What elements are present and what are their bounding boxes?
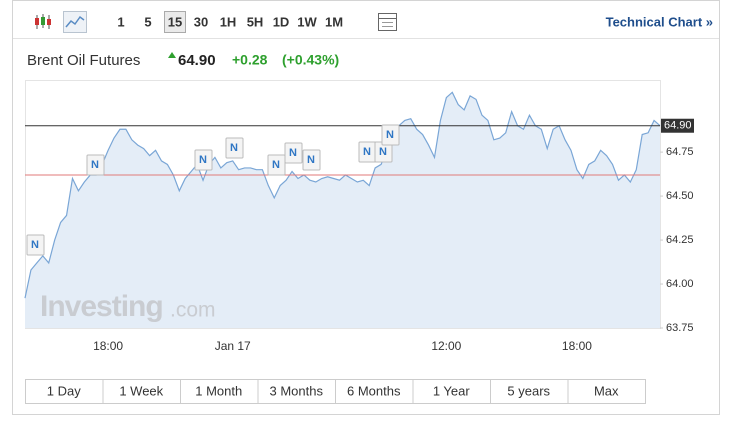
range-label[interactable]: 1 Month bbox=[195, 383, 242, 398]
watermark: Investing bbox=[40, 290, 163, 323]
news-marker[interactable] bbox=[284, 142, 303, 164]
range-button[interactable] bbox=[335, 379, 414, 404]
range-button[interactable] bbox=[257, 379, 336, 404]
last-price-tag bbox=[661, 118, 694, 133]
news-marker[interactable] bbox=[302, 149, 321, 171]
interval-button[interactable]: 1D bbox=[273, 14, 290, 29]
y-tick-label: 64.50 bbox=[666, 190, 694, 202]
range-label[interactable]: 3 Months bbox=[270, 383, 324, 398]
range-label[interactable]: 1 Day bbox=[47, 383, 81, 398]
interval-button[interactable]: 1 bbox=[117, 14, 124, 29]
news-label[interactable]: N bbox=[307, 154, 315, 166]
area-fill bbox=[25, 92, 660, 328]
watermark-suffix: .com bbox=[170, 299, 216, 322]
news-marker[interactable] bbox=[267, 154, 286, 176]
interval-button[interactable]: 1M bbox=[325, 14, 343, 29]
y-tick-label: 64.25 bbox=[666, 234, 694, 246]
interval-button[interactable]: 15 bbox=[168, 14, 182, 29]
last-price-label: 64.90 bbox=[664, 120, 692, 132]
technical-chart-link[interactable]: Technical Chart » bbox=[606, 14, 713, 29]
price-line bbox=[24, 91, 661, 299]
plot bbox=[24, 80, 663, 329]
y-tick-label: 64.75 bbox=[666, 146, 694, 158]
range-button[interactable] bbox=[180, 379, 259, 404]
candle-icon[interactable] bbox=[35, 14, 51, 29]
range-label[interactable]: 5 years bbox=[507, 383, 550, 398]
interval-button[interactable]: 5 bbox=[144, 14, 151, 29]
range-label[interactable]: 1 Week bbox=[119, 383, 163, 398]
range-button[interactable] bbox=[490, 379, 569, 404]
interval-button[interactable]: 30 bbox=[194, 14, 208, 29]
news-marker[interactable] bbox=[194, 149, 213, 171]
news-label[interactable]: N bbox=[230, 142, 238, 154]
y-tick-label: 64.00 bbox=[666, 278, 694, 290]
range-button[interactable] bbox=[102, 379, 181, 404]
x-tick-label: Jan 17 bbox=[215, 339, 251, 353]
news-label[interactable]: N bbox=[272, 159, 280, 171]
up-arrow bbox=[168, 52, 176, 58]
news-label[interactable]: N bbox=[199, 154, 207, 166]
news-marker[interactable] bbox=[86, 154, 105, 176]
selected-interval-box bbox=[164, 11, 186, 33]
y-tick-label: 63.75 bbox=[666, 322, 694, 334]
interval-button[interactable]: 5H bbox=[247, 14, 264, 29]
area-icon[interactable] bbox=[63, 11, 87, 33]
range-label[interactable]: 6 Months bbox=[347, 383, 401, 398]
news-marker[interactable] bbox=[26, 234, 45, 256]
interval-button[interactable]: 1H bbox=[220, 14, 237, 29]
news-label[interactable]: N bbox=[31, 239, 39, 251]
x-tick-label: 12:00 bbox=[431, 339, 461, 353]
news-label[interactable]: N bbox=[386, 129, 394, 141]
news-marker[interactable] bbox=[381, 124, 400, 146]
interval-button[interactable]: 1W bbox=[297, 14, 317, 29]
price: 64.90 bbox=[178, 52, 216, 69]
settings-icon[interactable] bbox=[378, 13, 397, 31]
change-pct: (+0.43%) bbox=[282, 52, 339, 68]
range-label[interactable]: Max bbox=[594, 383, 619, 398]
range-button[interactable] bbox=[412, 379, 491, 404]
change: +0.28 bbox=[232, 52, 268, 68]
news-label[interactable]: N bbox=[379, 146, 387, 158]
range-label[interactable]: 1 Year bbox=[433, 383, 471, 398]
x-tick-label: 18:00 bbox=[562, 339, 592, 353]
news-label[interactable]: N bbox=[363, 146, 371, 158]
news-label[interactable]: N bbox=[91, 159, 99, 171]
plot-frame bbox=[25, 80, 661, 329]
instrument-name: Brent Oil Futures bbox=[27, 52, 140, 69]
news-marker[interactable] bbox=[225, 137, 244, 159]
news-label[interactable]: N bbox=[289, 147, 297, 159]
x-tick-label: 18:00 bbox=[93, 339, 123, 353]
range-button[interactable] bbox=[567, 379, 646, 404]
